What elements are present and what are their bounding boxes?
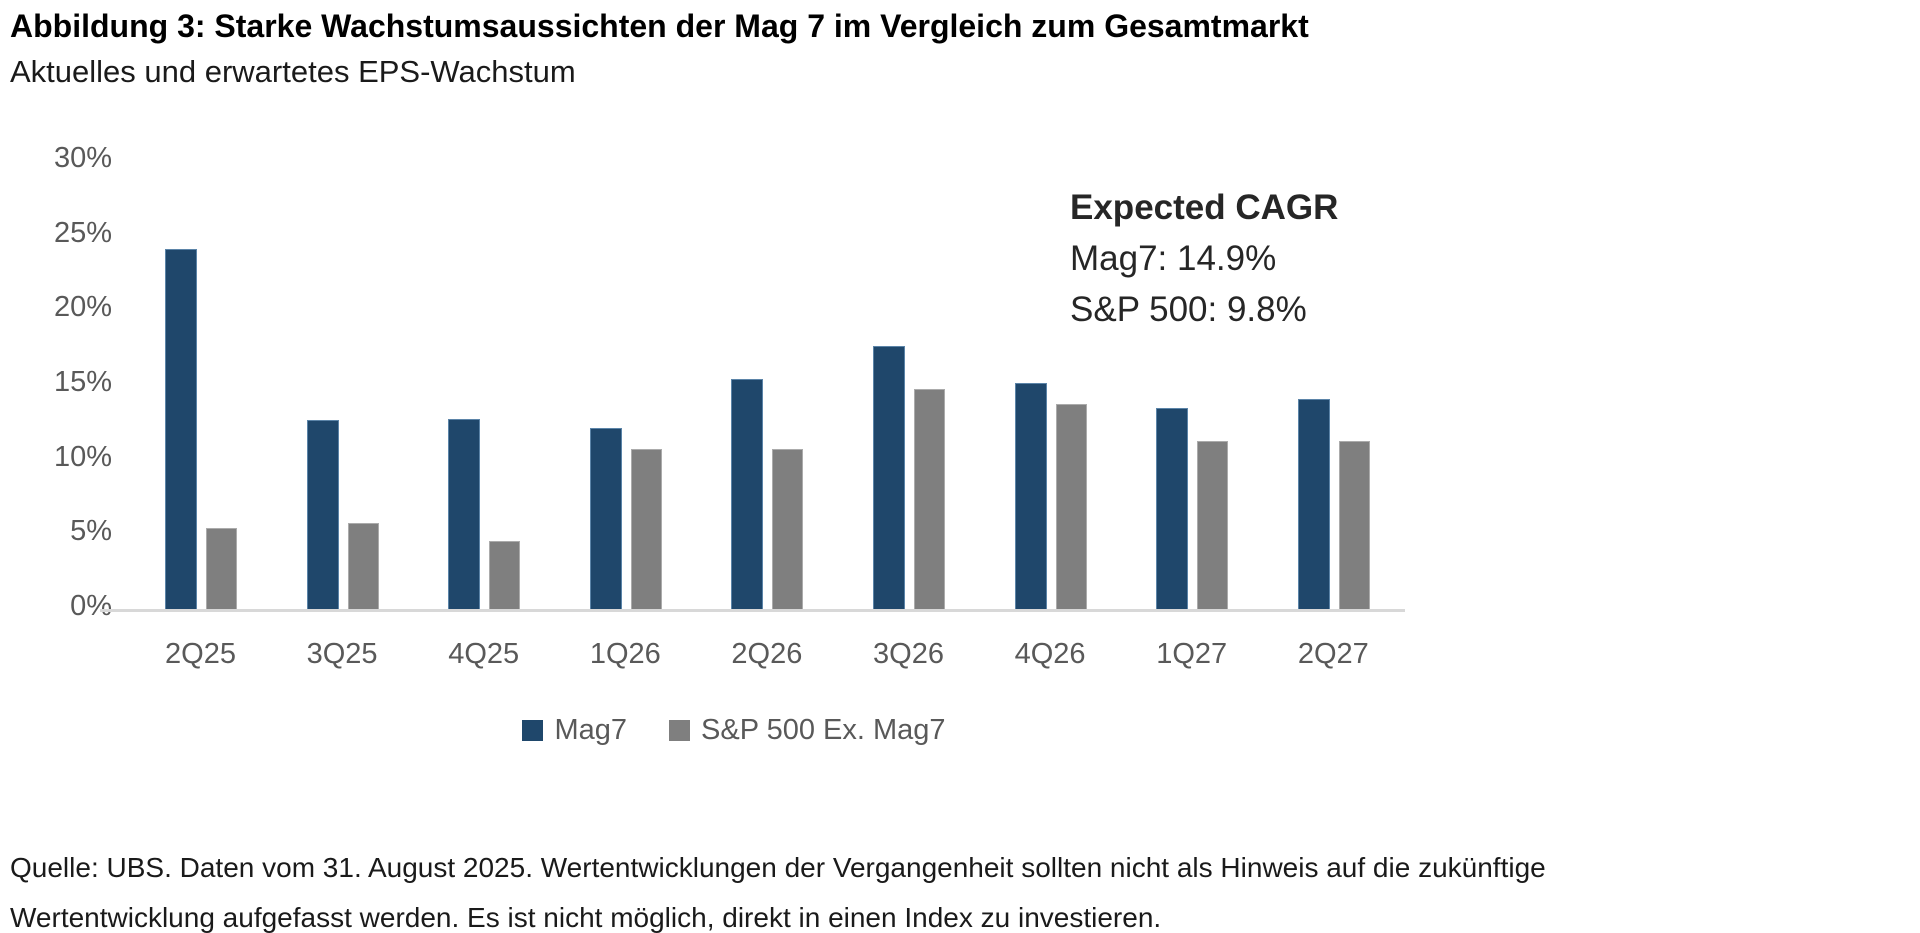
y-axis-tick-label: 10% (53, 440, 112, 473)
figure-subtitle: Aktuelles und erwartetes EPS-Wachstum (10, 54, 576, 89)
legend: Mag7 S&P 500 Ex. Mag7 (100, 714, 1368, 747)
x-axis-tick-label: 2Q25 (165, 638, 236, 670)
y-axis-tick-label: 5% (70, 515, 112, 548)
bar-mag7-4q25 (448, 418, 481, 610)
bar-sp500-2q27 (1338, 441, 1370, 610)
bar-mag7-3q26 (873, 345, 905, 610)
y-axis-tick-label: 25% (53, 216, 112, 249)
y-axis-tick-label: 0% (70, 590, 112, 622)
bar-sp500-1q26 (630, 448, 662, 610)
eps-growth-bar-chart: 0% 5% 10% 15% 20% 25% 30% 2Q25 3Q25 4Q25 1Q26 2Q26… (53, 142, 1405, 747)
source-note-line1: Quelle: UBS. Daten vom 31. August 2025. … (10, 852, 1546, 883)
legend-label: S&P 500 Ex. Mag7 (701, 714, 946, 746)
legend-label: Mag7 (554, 714, 628, 746)
bar-sp500-4q26 (1055, 403, 1087, 610)
x-axis-line (100, 609, 1405, 612)
bar-mag7-1q26 (589, 427, 622, 610)
x-axis-tick-label: 3Q25 (306, 638, 378, 670)
bar-mag7-2q26 (731, 378, 764, 610)
y-axis-tick-label: 30% (53, 142, 112, 175)
source-note: Quelle: UBS. Daten vom 31. August 2025. … (10, 843, 1610, 933)
x-axis-tick-label: 2Q26 (731, 638, 803, 670)
bar-sp500-3q26 (914, 389, 945, 610)
cagr-annotation: Expected CAGR Mag7: 14.9% S&P 500: 9.8% (1070, 182, 1338, 335)
y-axis-tick-label: 15% (53, 366, 112, 399)
legend-item: Mag7 (522, 714, 627, 747)
x-axis-tick-label: 1Q27 (1156, 638, 1228, 670)
bar-sp500-3q25 (347, 523, 379, 610)
source-note-line2: Wertentwicklung aufgefasst werden. Es is… (10, 902, 1162, 933)
x-axis-tick-label: 3Q26 (873, 638, 944, 670)
y-axis-tick-label: 20% (53, 291, 112, 324)
legend-item: S&P 500 Ex. Mag7 (669, 714, 946, 747)
bar-mag7-3q25 (306, 420, 339, 610)
bar-sp500-4q25 (489, 541, 521, 610)
legend-swatch-icon (522, 720, 544, 741)
x-axis-tick-label: 4Q25 (448, 638, 520, 670)
x-axis-tick-label: 2Q27 (1297, 638, 1369, 670)
cagr-annotation-sp500: S&P 500: 9.8% (1070, 290, 1307, 329)
bar-mag7-1q27 (1156, 408, 1189, 610)
x-axis-tick-label: 1Q26 (589, 638, 661, 670)
cagr-annotation-heading: Expected CAGR (1070, 188, 1339, 227)
bar-mag7-4q26 (1014, 383, 1047, 610)
bar-sp500-2q25 (206, 527, 237, 610)
figure-title: Abbildung 3: Starke Wachstumsaussichten … (10, 8, 1309, 44)
bar-mag7-2q25 (165, 248, 197, 610)
x-axis-tick-label: 4Q26 (1014, 638, 1086, 670)
bar-mag7-2q27 (1297, 399, 1330, 610)
bar-sp500-1q27 (1197, 441, 1229, 610)
cagr-annotation-mag7: Mag7: 14.9% (1070, 239, 1277, 278)
legend-swatch-icon (669, 720, 691, 741)
bar-sp500-2q26 (772, 448, 804, 610)
